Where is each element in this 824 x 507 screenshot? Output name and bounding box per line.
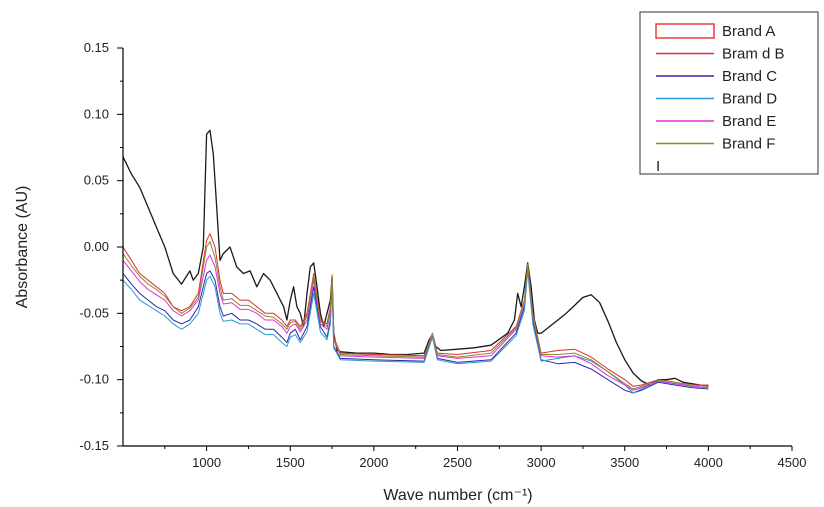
plot-lines [122,129,709,394]
x-axis-title: Wave number (cm⁻¹) [383,487,532,504]
legend-label: Brand E [722,113,776,130]
legend-extra-mark: I [656,158,660,175]
legend-label: Brand A [722,23,775,40]
legend-label: Brand C [722,68,777,85]
x-tick-label: 4000 [694,455,723,470]
series-line-c [122,266,709,394]
x-tick-label: 3500 [610,455,639,470]
x-tick-label: 2000 [359,455,388,470]
y-tick-label: -0.15 [79,438,109,453]
series-line-a [122,129,709,387]
y-tick-label: -0.05 [79,305,109,320]
y-tick-label: 0.10 [84,106,109,121]
y-axis-title: Absorbance (AU) [14,186,31,309]
x-tick-label: 2500 [443,455,472,470]
legend-swatch [655,23,715,39]
x-ticks: 1000 1500 2000 2500 3000 3500 4000 4500 [164,446,807,470]
x-tick-label: 4500 [778,455,807,470]
y-tick-label: -0.10 [79,372,109,387]
series-line-e [122,254,709,391]
legend-label: Bram d B [722,46,785,63]
y-tick-label: 0.15 [84,40,109,55]
legend-label: Brand D [722,91,777,108]
x-tick-label: 1500 [276,455,305,470]
series-line-d [122,270,709,394]
x-tick-label: 3000 [527,455,556,470]
legend-frame [639,11,819,175]
legend-label: Brand F [722,136,775,153]
series-line-f [122,241,709,390]
y-tick-label: 0.00 [84,239,109,254]
x-tick-label: 1000 [192,455,221,470]
y-ticks: -0.15 -0.10 -0.05 0.00 0.05 0.10 0.15 [79,40,123,453]
y-tick-label: 0.05 [84,173,109,188]
legend: Brand A Bram d B Brand C Brand D Brand E Bran… [639,11,819,175]
